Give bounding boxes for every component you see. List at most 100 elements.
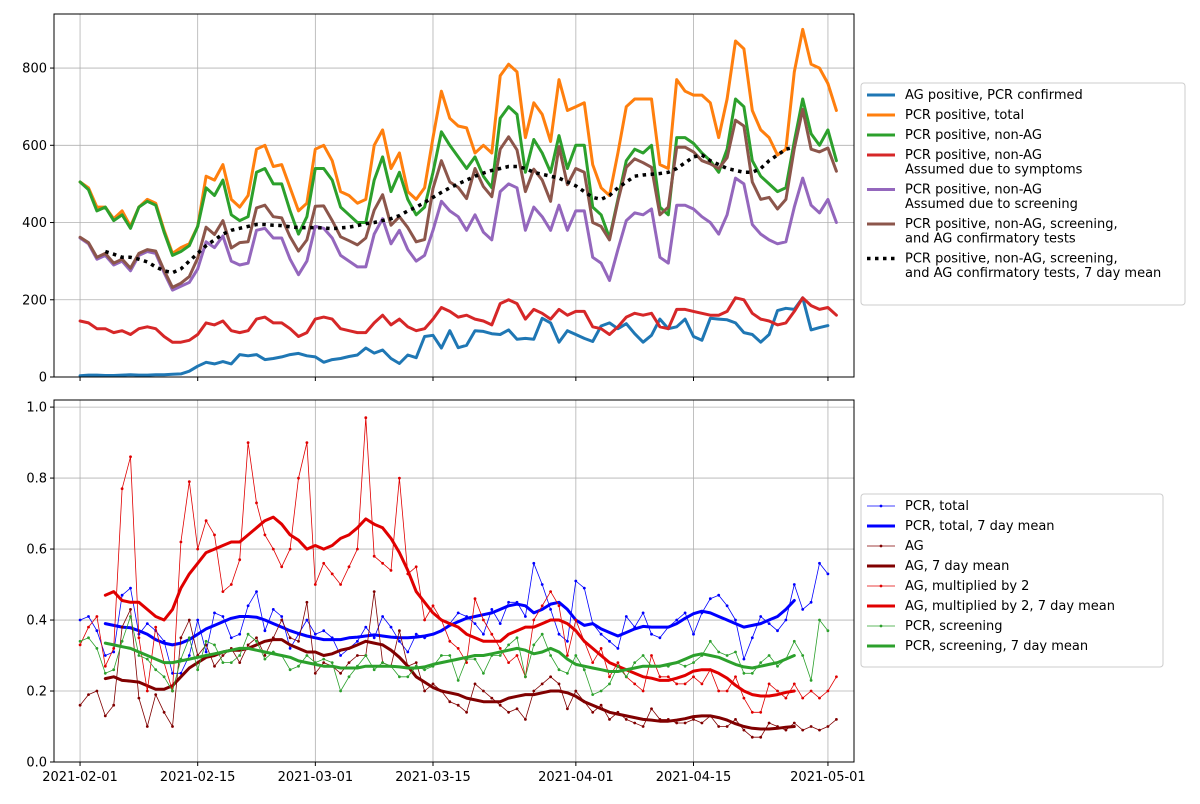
data-point	[750, 671, 754, 675]
data-point	[339, 671, 342, 675]
legend-entry-1: PCR positive, total	[867, 108, 1024, 123]
data-point	[120, 487, 124, 491]
legend-label: PCR positive, total	[905, 108, 1024, 123]
series-line-4	[78, 176, 838, 292]
data-point	[221, 661, 225, 664]
y-tick-label: 200	[22, 293, 47, 308]
axes-frame	[53, 399, 855, 763]
data-point	[288, 647, 292, 650]
data-point	[213, 533, 216, 537]
data-point	[448, 700, 452, 704]
data-point	[683, 664, 687, 668]
data-point	[809, 600, 813, 604]
data-point	[129, 608, 132, 611]
data-point	[414, 661, 418, 664]
data-point	[187, 636, 191, 640]
data-point	[381, 561, 384, 565]
legend-label: AG, multiplied by 2, 7 day mean	[905, 599, 1115, 614]
data-point	[683, 721, 687, 725]
data-point	[767, 622, 771, 625]
data-point	[599, 647, 603, 650]
data-point	[120, 593, 124, 597]
data-point	[213, 664, 216, 668]
data-point	[112, 647, 116, 650]
data-point	[162, 710, 166, 714]
data-point	[313, 583, 317, 586]
data-point	[515, 707, 519, 711]
legend-label: PCR, screening, 7 day mean	[905, 639, 1088, 654]
data-point	[650, 654, 653, 657]
series-line-5	[78, 107, 838, 289]
y-tick-label: 0.8	[26, 472, 47, 487]
data-point	[557, 668, 561, 672]
legend-entry-1: PCR, total, 7 day mean	[867, 519, 1055, 534]
data-point	[238, 632, 242, 636]
data-point	[406, 675, 410, 679]
data-point	[557, 682, 561, 686]
legend-label: PCR, total, 7 day mean	[905, 519, 1055, 534]
data-point	[759, 735, 763, 739]
data-point	[784, 728, 788, 732]
data-point	[423, 689, 426, 693]
data-point	[835, 718, 838, 721]
data-point	[196, 547, 200, 551]
data-point	[423, 668, 426, 672]
data-point	[221, 615, 225, 618]
x-tick-label: 2021-02-01	[42, 770, 118, 785]
data-point	[204, 650, 208, 654]
data-point	[792, 639, 796, 643]
data-point	[608, 718, 611, 721]
data-point	[246, 441, 250, 444]
data-point	[271, 547, 275, 551]
data-point	[389, 569, 393, 572]
y-tick-label: 400	[22, 216, 47, 231]
data-point	[759, 710, 763, 714]
data-point	[784, 696, 788, 700]
legend-box	[860, 493, 1164, 668]
data-point	[591, 710, 595, 714]
legend-label: PCR positive, non-AG, screening, and AG c…	[905, 217, 1118, 247]
data-point	[120, 639, 124, 643]
data-point	[524, 718, 527, 721]
data-point	[692, 718, 695, 721]
data-point	[532, 643, 536, 647]
legend-entry-3: PCR positive, non-AG Assumed due to sympt…	[867, 148, 1083, 178]
data-point	[263, 629, 267, 633]
data-point	[624, 675, 628, 679]
data-point	[566, 654, 569, 657]
data-point	[725, 725, 729, 728]
data-point	[221, 654, 225, 657]
data-point	[398, 629, 401, 633]
data-point	[129, 586, 132, 590]
data-point	[137, 636, 141, 640]
data-point	[87, 625, 90, 629]
data-point	[381, 615, 384, 618]
data-point	[717, 593, 721, 597]
data-point	[280, 565, 284, 569]
data-point	[95, 615, 99, 618]
data-point	[280, 618, 284, 622]
data-point	[322, 661, 326, 664]
legend-label: PCR positive, non-AG Assumed due to scree…	[905, 183, 1078, 213]
data-point	[801, 696, 805, 700]
data-point	[734, 718, 737, 721]
legend-label: PCR positive, non-AG	[905, 128, 1042, 143]
data-point	[179, 636, 183, 640]
data-point	[700, 721, 704, 725]
data-point	[448, 654, 452, 657]
data-point	[431, 604, 435, 608]
legend: PCR, total PCR, total, 7 day mean AG AG, 7 …	[860, 493, 1164, 668]
data-point	[145, 657, 149, 661]
data-point	[414, 565, 418, 569]
data-point	[305, 441, 309, 444]
data-point	[171, 725, 174, 728]
data-point	[708, 639, 712, 643]
data-point	[582, 668, 586, 672]
data-point	[767, 721, 771, 725]
data-point	[204, 639, 208, 643]
data-point	[784, 618, 788, 622]
data-point	[112, 650, 116, 654]
data-point	[154, 693, 158, 696]
